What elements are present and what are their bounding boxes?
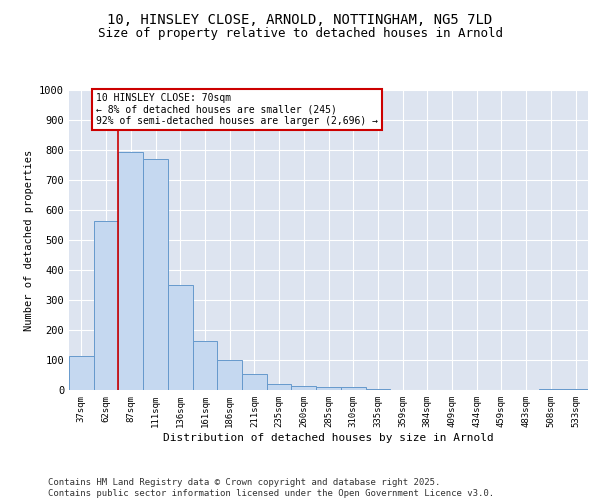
- Bar: [365, 388, 390, 390]
- Bar: [267, 384, 292, 390]
- Bar: [193, 340, 217, 390]
- Bar: [69, 356, 94, 390]
- Bar: [539, 388, 563, 390]
- Bar: [563, 388, 588, 390]
- Text: 10 HINSLEY CLOSE: 70sqm
← 8% of detached houses are smaller (245)
92% of semi-de: 10 HINSLEY CLOSE: 70sqm ← 8% of detached…: [96, 93, 378, 126]
- Bar: [292, 386, 316, 390]
- Bar: [242, 374, 267, 390]
- Bar: [168, 285, 193, 390]
- Text: Contains HM Land Registry data © Crown copyright and database right 2025.
Contai: Contains HM Land Registry data © Crown c…: [48, 478, 494, 498]
- Bar: [94, 220, 118, 390]
- Bar: [341, 387, 365, 390]
- X-axis label: Distribution of detached houses by size in Arnold: Distribution of detached houses by size …: [163, 432, 494, 442]
- Y-axis label: Number of detached properties: Number of detached properties: [23, 150, 34, 330]
- Text: Size of property relative to detached houses in Arnold: Size of property relative to detached ho…: [97, 28, 503, 40]
- Text: 10, HINSLEY CLOSE, ARNOLD, NOTTINGHAM, NG5 7LD: 10, HINSLEY CLOSE, ARNOLD, NOTTINGHAM, N…: [107, 12, 493, 26]
- Bar: [316, 387, 341, 390]
- Bar: [118, 152, 143, 390]
- Bar: [143, 159, 168, 390]
- Bar: [217, 360, 242, 390]
